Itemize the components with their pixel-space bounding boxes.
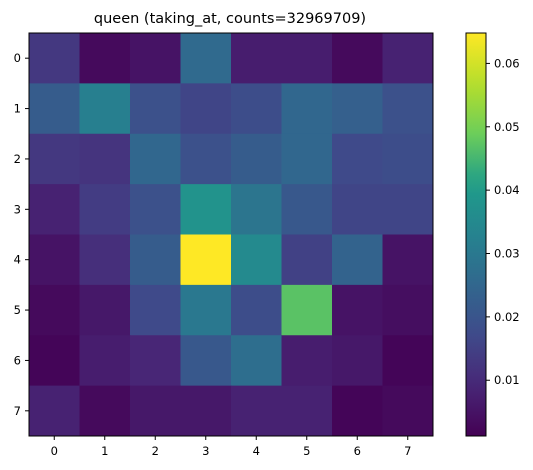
heatmap-cell <box>382 83 434 135</box>
y-tick-label: 5 <box>14 303 21 317</box>
heatmap-cell <box>79 184 131 235</box>
y-tick-label: 4 <box>14 253 21 267</box>
heatmap-cell <box>382 234 434 286</box>
heatmap-cell <box>180 284 232 336</box>
heatmap-cell <box>79 83 131 135</box>
colorbar-tick-label: 0.03 <box>494 247 520 261</box>
heatmap-cell <box>79 133 131 185</box>
heatmap-cell <box>180 335 232 387</box>
heatmap-cell <box>29 184 80 235</box>
heatmap-cell <box>281 33 333 84</box>
x-tick-label: 7 <box>404 444 411 458</box>
colorbar-tick-label: 0.02 <box>494 310 520 324</box>
heatmap-cell <box>231 83 282 135</box>
heatmap-cell <box>180 385 232 437</box>
heatmap-cell <box>231 335 282 387</box>
heatmap-cell <box>281 234 333 286</box>
heatmap-cell <box>382 33 434 84</box>
heatmap-cell <box>130 234 181 286</box>
heatmap-cell <box>130 385 181 437</box>
heatmap-cell <box>79 33 131 84</box>
heatmap-cell <box>332 284 383 336</box>
heatmap-cell <box>281 83 333 135</box>
y-tick-label: 6 <box>14 353 21 367</box>
x-tick-label: 0 <box>51 444 58 458</box>
heatmap-cell <box>332 83 383 135</box>
x-axis: 0 1 2 3 4 5 6 7 <box>51 436 411 458</box>
heatmap-cell <box>382 335 434 387</box>
heatmap-cell <box>382 284 434 336</box>
heatmap-cell <box>382 184 434 235</box>
heatmap-cell <box>180 184 232 235</box>
heatmap-cell <box>79 234 131 286</box>
x-tick-label: 4 <box>253 444 260 458</box>
heatmap-cell <box>281 284 333 336</box>
heatmap-cell <box>29 83 80 135</box>
colorbar-tick-label: 0.06 <box>494 56 520 70</box>
y-axis: 0 1 2 3 4 5 6 7 <box>14 51 29 418</box>
y-tick-label: 0 <box>14 51 21 65</box>
heatmap-cell <box>29 335 80 387</box>
heatmap-cell <box>281 133 333 185</box>
heatmap-cell <box>281 385 333 437</box>
heatmap-cell <box>130 133 181 185</box>
heatmap-cell <box>231 33 282 84</box>
heatmap-cell <box>130 335 181 387</box>
colorbar <box>466 33 486 436</box>
heatmap-cell <box>29 33 80 84</box>
heatmap-cell <box>130 33 181 84</box>
x-tick-label: 5 <box>303 444 310 458</box>
heatmap-cell <box>332 184 383 235</box>
heatmap-cell <box>231 133 282 185</box>
heatmap-cell <box>382 385 434 437</box>
heatmap-cell <box>79 385 131 437</box>
heatmap-cell <box>79 335 131 387</box>
heatmap-cell <box>29 234 80 286</box>
colorbar-tick-label: 0.04 <box>494 183 520 197</box>
x-tick-label: 3 <box>202 444 209 458</box>
y-tick-label: 1 <box>14 102 21 116</box>
y-tick-label: 3 <box>14 202 21 216</box>
colorbar-tick-label: 0.05 <box>494 120 520 134</box>
heatmap-cell <box>332 385 383 437</box>
heatmap-cell <box>332 133 383 185</box>
heatmap-cell <box>332 33 383 84</box>
y-tick-label: 2 <box>14 152 21 166</box>
heatmap-cell <box>29 133 80 185</box>
x-tick-label: 1 <box>101 444 108 458</box>
heatmap-cell <box>332 234 383 286</box>
heatmap-cell <box>29 284 80 336</box>
heatmap-cell <box>231 234 282 286</box>
x-tick-label: 6 <box>354 444 361 458</box>
heatmap-cells <box>29 33 434 437</box>
heatmap-cell <box>130 284 181 336</box>
heatmap-cell <box>79 284 131 336</box>
colorbar-frame <box>465 32 487 437</box>
heatmap-cell <box>180 83 232 135</box>
heatmap-cell <box>382 133 434 185</box>
chart-title: queen (taking_at, counts=32969709) <box>94 11 366 27</box>
heatmap-cell <box>332 335 383 387</box>
heatmap-cell <box>281 184 333 235</box>
heatmap-cell <box>180 234 232 286</box>
heatmap-cell <box>180 133 232 185</box>
heatmap-cell <box>281 335 333 387</box>
heatmap-cell <box>130 83 181 135</box>
heatmap-cell <box>130 184 181 235</box>
heatmap-cell <box>231 385 282 437</box>
heatmap-cell <box>231 284 282 336</box>
colorbar-tick-label: 0.01 <box>494 373 520 387</box>
y-tick-label: 7 <box>14 404 21 418</box>
heatmap-cell <box>29 385 80 437</box>
colorbar-axis: 0.01 0.02 0.03 0.04 0.05 0.06 <box>486 56 520 387</box>
heatmap-cell <box>180 33 232 84</box>
x-tick-label: 2 <box>152 444 159 458</box>
heatmap-cell <box>231 184 282 235</box>
plot-frame <box>28 32 434 437</box>
